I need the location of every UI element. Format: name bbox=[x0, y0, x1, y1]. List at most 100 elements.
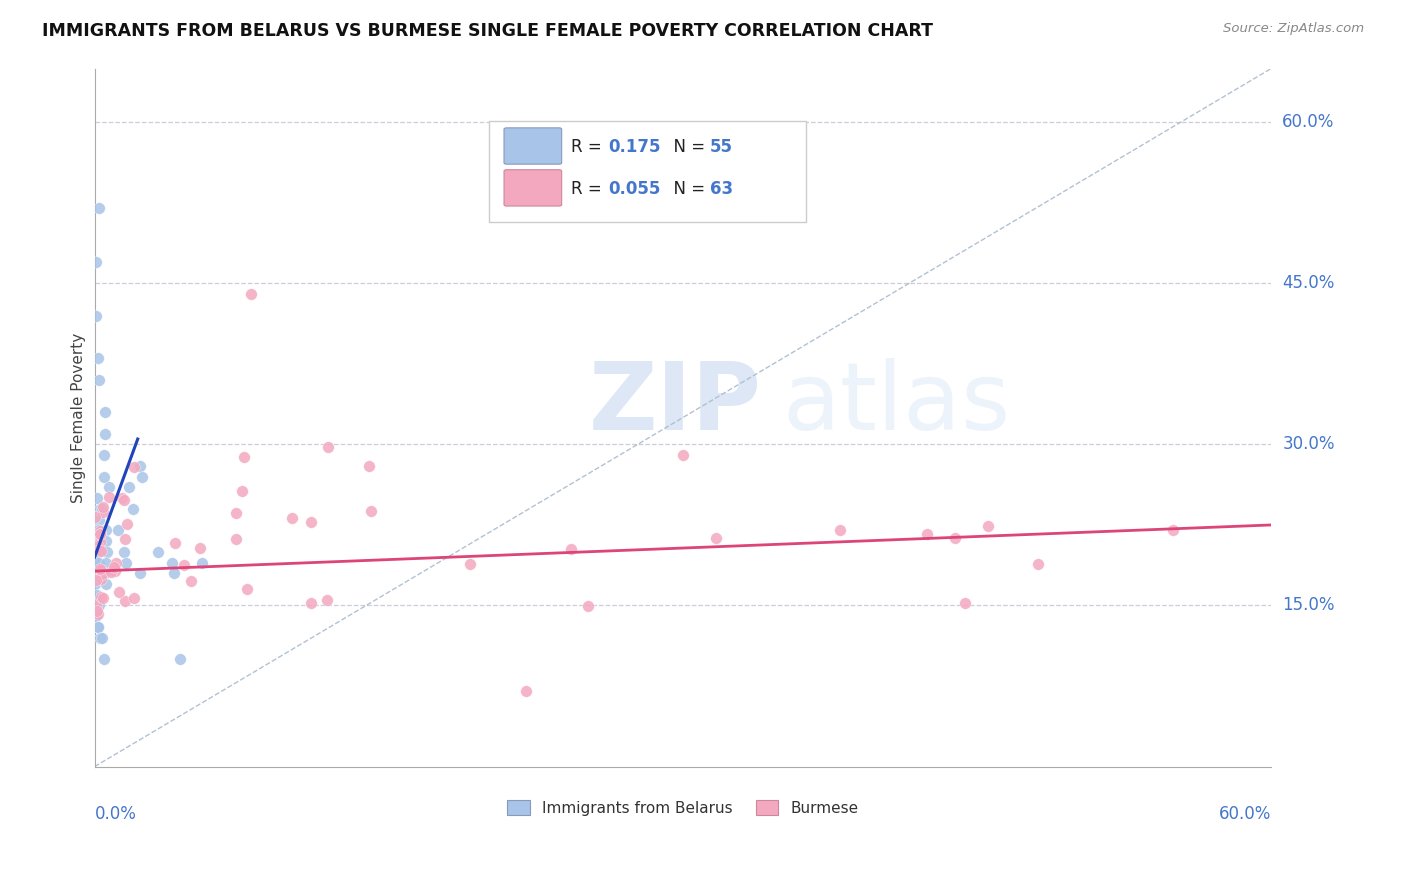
Point bbox=[89, 527, 111, 541]
Point bbox=[87, 373, 110, 387]
Point bbox=[91, 631, 114, 645]
Text: 60.0%: 60.0% bbox=[1282, 113, 1334, 131]
Point bbox=[87, 351, 110, 366]
Point bbox=[115, 556, 138, 570]
Point bbox=[359, 458, 381, 473]
Point bbox=[84, 509, 107, 524]
Point bbox=[90, 591, 112, 605]
Point bbox=[93, 566, 115, 581]
Point bbox=[131, 469, 153, 483]
Point bbox=[87, 201, 110, 215]
Point bbox=[115, 516, 138, 531]
Point bbox=[169, 652, 191, 666]
Point bbox=[87, 543, 110, 558]
Point bbox=[86, 604, 108, 618]
Point bbox=[89, 534, 111, 549]
Point bbox=[105, 556, 128, 570]
Point bbox=[231, 483, 253, 498]
Point bbox=[87, 599, 110, 613]
Point bbox=[515, 684, 537, 698]
Point bbox=[90, 572, 112, 586]
Text: 63: 63 bbox=[710, 180, 733, 198]
Text: IMMIGRANTS FROM BELARUS VS BURMESE SINGLE FEMALE POVERTY CORRELATION CHART: IMMIGRANTS FROM BELARUS VS BURMESE SINGL… bbox=[42, 22, 934, 40]
Point bbox=[94, 426, 117, 441]
Point bbox=[87, 556, 110, 570]
Point bbox=[86, 588, 108, 602]
Point bbox=[90, 543, 112, 558]
Text: 60.0%: 60.0% bbox=[1219, 805, 1271, 823]
Point bbox=[122, 591, 145, 605]
Point bbox=[86, 620, 108, 634]
Point bbox=[160, 556, 183, 570]
Point bbox=[148, 545, 170, 559]
Point bbox=[89, 524, 111, 538]
Point bbox=[114, 594, 136, 608]
Point bbox=[89, 631, 111, 645]
Text: N =: N = bbox=[662, 180, 710, 198]
Point bbox=[458, 558, 481, 572]
Point bbox=[87, 524, 110, 538]
Point bbox=[97, 490, 120, 504]
Text: atlas: atlas bbox=[783, 358, 1011, 450]
Point bbox=[118, 480, 141, 494]
Point bbox=[240, 287, 263, 301]
Point bbox=[108, 585, 131, 599]
Text: 0.055: 0.055 bbox=[609, 180, 661, 198]
Point bbox=[121, 501, 143, 516]
Point bbox=[111, 491, 134, 505]
Point bbox=[188, 541, 211, 556]
Point bbox=[236, 582, 259, 596]
Point bbox=[104, 564, 127, 578]
Point bbox=[163, 535, 186, 549]
Point bbox=[360, 504, 382, 518]
Point bbox=[86, 524, 108, 538]
Point bbox=[704, 531, 727, 545]
Point bbox=[89, 535, 111, 549]
Point bbox=[828, 524, 851, 538]
Point bbox=[84, 309, 107, 323]
Point bbox=[98, 480, 121, 494]
FancyBboxPatch shape bbox=[503, 128, 561, 164]
Text: R =: R = bbox=[571, 138, 613, 156]
Point bbox=[112, 545, 135, 559]
Point bbox=[96, 524, 118, 538]
Y-axis label: Single Female Poverty: Single Female Poverty bbox=[72, 333, 86, 503]
Point bbox=[103, 559, 125, 574]
Point bbox=[96, 577, 118, 591]
Point bbox=[233, 450, 256, 464]
Point bbox=[84, 255, 107, 269]
Point bbox=[86, 534, 108, 549]
Point bbox=[112, 493, 135, 508]
Point bbox=[225, 506, 247, 520]
Text: 45.0%: 45.0% bbox=[1282, 275, 1334, 293]
Point bbox=[129, 458, 152, 473]
Point bbox=[173, 558, 195, 573]
Point bbox=[225, 532, 247, 546]
Point bbox=[945, 531, 967, 545]
Point bbox=[1161, 524, 1184, 538]
Point bbox=[163, 566, 186, 581]
Text: N =: N = bbox=[662, 138, 710, 156]
Point bbox=[91, 505, 114, 519]
Point bbox=[316, 440, 339, 454]
Legend: Immigrants from Belarus, Burmese: Immigrants from Belarus, Burmese bbox=[501, 794, 865, 822]
Point bbox=[977, 519, 1000, 533]
Point bbox=[91, 500, 114, 514]
Point bbox=[86, 620, 108, 634]
Point bbox=[87, 607, 110, 622]
Text: 30.0%: 30.0% bbox=[1282, 435, 1334, 453]
Point bbox=[89, 501, 111, 516]
Point bbox=[93, 448, 115, 462]
Point bbox=[96, 545, 118, 559]
Point bbox=[560, 542, 582, 557]
Text: Source: ZipAtlas.com: Source: ZipAtlas.com bbox=[1223, 22, 1364, 36]
Text: 0.0%: 0.0% bbox=[94, 805, 136, 823]
Point bbox=[87, 556, 110, 570]
Point bbox=[96, 556, 118, 570]
Point bbox=[86, 573, 108, 587]
Point bbox=[1026, 558, 1049, 572]
Point bbox=[89, 562, 111, 576]
Point bbox=[86, 539, 108, 553]
Point bbox=[281, 511, 304, 525]
Point bbox=[576, 599, 599, 614]
